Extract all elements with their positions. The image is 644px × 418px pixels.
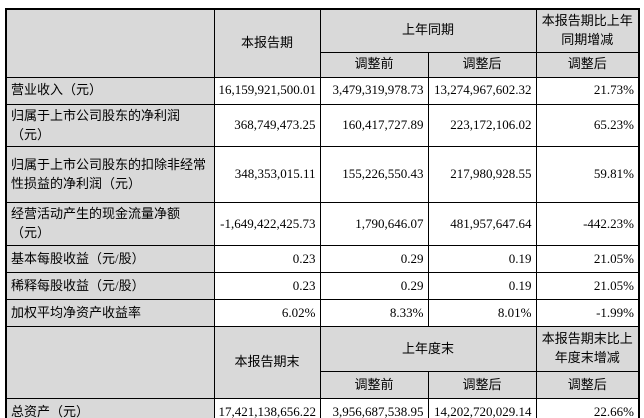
section1-header-pre-adjust: 调整前 bbox=[319, 51, 429, 78]
cell-change: 22.66% bbox=[535, 398, 640, 418]
cell-change: -442.23% bbox=[535, 202, 640, 247]
section2-header-change: 本报告期末比上年度末增减 bbox=[535, 326, 640, 373]
cell-pre-adjust: 0.29 bbox=[319, 272, 429, 301]
cell-pre-adjust: 3,956,687,538.95 bbox=[319, 398, 429, 418]
row-label: 稀释每股收益（元/股） bbox=[5, 272, 215, 301]
row-label: 归属于上市公司股东的扣除非经常性损益的净利润（元） bbox=[5, 146, 215, 204]
table-row: 基本每股收益（元/股） 0.23 0.29 0.19 21.05% bbox=[5, 245, 640, 274]
row-label: 经营活动产生的现金流量净额（元） bbox=[5, 202, 215, 247]
table-row: 总资产（元） 17,421,138,656.22 3,956,687,538.9… bbox=[5, 398, 640, 418]
table-row: 经营活动产生的现金流量净额（元） -1,649,422,425.73 1,790… bbox=[5, 202, 640, 247]
cell-current: 16,159,921,500.01 bbox=[213, 76, 321, 105]
row-label: 营业收入（元） bbox=[5, 76, 215, 105]
cell-current: 368,749,473.25 bbox=[213, 103, 321, 148]
section2-header-current-period-end: 本报告期末 bbox=[213, 326, 321, 400]
cell-change: 65.23% bbox=[535, 103, 640, 148]
cell-post-adjust: 223,172,106.02 bbox=[427, 103, 537, 148]
section1-header-change: 本报告期比上年同期增减 bbox=[535, 8, 640, 53]
cell-current: 17,421,138,656.22 bbox=[213, 398, 321, 418]
cell-change: -1.99% bbox=[535, 299, 640, 328]
cell-current: 0.23 bbox=[213, 272, 321, 301]
cell-current: 0.23 bbox=[213, 245, 321, 274]
section1-header-prior-period: 上年同期 bbox=[319, 8, 537, 53]
cell-pre-adjust: 0.29 bbox=[319, 245, 429, 274]
table-row: 归属于上市公司股东的扣除非经常性损益的净利润（元） 348,353,015.11… bbox=[5, 146, 640, 204]
cell-pre-adjust: 3,479,319,978.73 bbox=[319, 76, 429, 105]
cell-change: 21.05% bbox=[535, 245, 640, 274]
section1-header-change-post-adjust: 调整后 bbox=[535, 51, 640, 78]
section1-header-post-adjust: 调整后 bbox=[427, 51, 537, 78]
cell-change: 59.81% bbox=[535, 146, 640, 204]
cell-post-adjust: 14,202,720,029.14 bbox=[427, 398, 537, 418]
cell-pre-adjust: 1,790,646.07 bbox=[319, 202, 429, 247]
section1-corner-cell bbox=[5, 8, 215, 78]
table-row: 营业收入（元） 16,159,921,500.01 3,479,319,978.… bbox=[5, 76, 640, 105]
table-row: 归属于上市公司股东的净利润（元） 368,749,473.25 160,417,… bbox=[5, 103, 640, 148]
section2-header-post-adjust: 调整后 bbox=[427, 371, 537, 400]
section2-header-prior-year-end: 上年度末 bbox=[319, 326, 537, 373]
row-label: 加权平均净资产收益率 bbox=[5, 299, 215, 328]
cell-current: -1,649,422,425.73 bbox=[213, 202, 321, 247]
row-label: 归属于上市公司股东的净利润（元） bbox=[5, 103, 215, 148]
cell-pre-adjust: 155,226,550.43 bbox=[319, 146, 429, 204]
cell-post-adjust: 481,957,647.64 bbox=[427, 202, 537, 247]
cell-change: 21.73% bbox=[535, 76, 640, 105]
cell-post-adjust: 0.19 bbox=[427, 272, 537, 301]
section1-header-current-period: 本报告期 bbox=[213, 8, 321, 78]
section2-corner-cell bbox=[5, 326, 215, 400]
cell-current: 348,353,015.11 bbox=[213, 146, 321, 204]
financial-summary-table: 本报告期 上年同期 本报告期比上年同期增减 调整前 调整后 调整后 营业收入（元… bbox=[5, 8, 641, 418]
cell-post-adjust: 13,274,967,602.32 bbox=[427, 76, 537, 105]
section2-header-change-post-adjust: 调整后 bbox=[535, 371, 640, 400]
row-label: 总资产（元） bbox=[5, 398, 215, 418]
cell-pre-adjust: 8.33% bbox=[319, 299, 429, 328]
cell-pre-adjust: 160,417,727.89 bbox=[319, 103, 429, 148]
section2-header-pre-adjust: 调整前 bbox=[319, 371, 429, 400]
table-row: 稀释每股收益（元/股） 0.23 0.29 0.19 21.05% bbox=[5, 272, 640, 301]
cell-change: 21.05% bbox=[535, 272, 640, 301]
cell-post-adjust: 0.19 bbox=[427, 245, 537, 274]
table-row: 加权平均净资产收益率 6.02% 8.33% 8.01% -1.99% bbox=[5, 299, 640, 328]
cell-post-adjust: 217,980,928.55 bbox=[427, 146, 537, 204]
row-label: 基本每股收益（元/股） bbox=[5, 245, 215, 274]
cell-current: 6.02% bbox=[213, 299, 321, 328]
cell-post-adjust: 8.01% bbox=[427, 299, 537, 328]
